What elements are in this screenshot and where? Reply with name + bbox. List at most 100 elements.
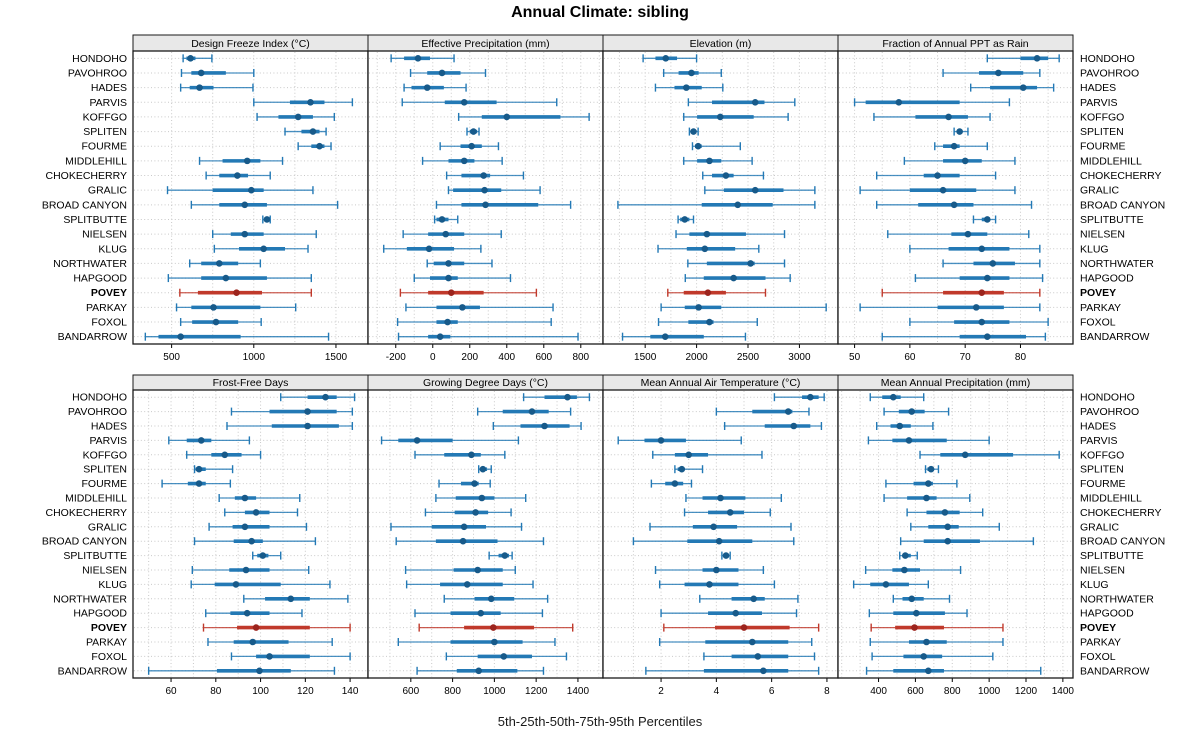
median-dot: [423, 84, 431, 91]
x-axis-tick-label: -200: [386, 352, 406, 363]
interval-row-fourme: [650, 479, 693, 488]
station-label-nielsen: NIELSEN: [82, 229, 127, 241]
x-axis-tick-label: 1000: [243, 352, 266, 363]
median-dot: [950, 142, 958, 150]
median-dot: [920, 653, 928, 660]
station-label-bandarrow: BANDARROW: [58, 331, 128, 343]
median-dot: [212, 318, 220, 326]
median-dot: [221, 451, 229, 459]
station-label-pavohroo: PAVOHROO: [68, 67, 127, 79]
interval-row-hapgood: [914, 274, 1044, 283]
median-dot: [983, 216, 991, 223]
station-label-hondoho: HONDOHO: [1080, 53, 1135, 65]
x-axis-tick-label: 400: [870, 686, 887, 697]
station-label-klug: KLUG: [98, 579, 127, 591]
station-label-gralic: GRALIC: [88, 185, 128, 197]
median-dot: [196, 84, 203, 91]
median-dot: [690, 128, 697, 135]
median-dot: [722, 172, 730, 179]
median-dot: [784, 408, 792, 415]
interval-row-pavohroo: [715, 407, 810, 416]
panel-design-freeze-index-c-: Design Freeze Index (°C) 500 1000 1500 HONDO…: [42, 34, 369, 363]
interval-row-chokecherry: [876, 171, 997, 180]
median-dot: [187, 55, 194, 62]
interval-row-parkay: [397, 638, 556, 646]
interval-row-chokecherry: [683, 508, 771, 517]
interval-row-parvis: [253, 98, 354, 107]
station-label-splitbutte: SPLITBUTTE: [63, 214, 127, 226]
station-label-chokecherry: CHOKECHERRY: [46, 170, 128, 182]
interval-row-hapgood: [660, 609, 798, 618]
median-dot: [468, 451, 475, 459]
median-dot: [470, 128, 477, 135]
interval-row-foxol: [657, 318, 758, 327]
median-dot: [685, 451, 693, 459]
station-label-foxol: FOXOL: [1080, 651, 1116, 663]
station-label-koffgo: KOFFGO: [83, 111, 127, 123]
interval-row-hapgood: [167, 274, 313, 283]
median-dot: [472, 509, 479, 516]
interval-row-broad-canyon: [193, 537, 317, 546]
median-dot: [895, 98, 903, 106]
interval-row-northwater: [188, 259, 262, 268]
station-label-bandarrow: BANDARROW: [1080, 665, 1150, 677]
panel-background: [838, 390, 1073, 678]
interval-row-hades: [876, 422, 934, 430]
median-dot: [722, 552, 730, 559]
interval-row-pavohroo: [883, 407, 950, 416]
interval-row-bandarrow: [147, 666, 336, 675]
median-dot: [490, 624, 497, 631]
median-dot: [944, 537, 951, 545]
median-dot: [905, 437, 913, 444]
median-dot: [413, 437, 421, 444]
station-label-hapgood: HAPGOOD: [1080, 608, 1134, 620]
interval-row-hades: [226, 422, 354, 430]
x-axis-tick-label: 100: [252, 686, 269, 697]
interval-row-chokecherry: [702, 171, 765, 180]
median-dot: [972, 304, 980, 311]
median-dot: [210, 304, 217, 311]
interval-row-parvis: [853, 98, 1011, 107]
station-label-middlehill: MIDDLEHILL: [1080, 493, 1142, 505]
station-label-fourme: FOURME: [82, 478, 128, 490]
median-dot: [706, 157, 713, 165]
x-axis-tick-label: 1200: [1015, 686, 1038, 697]
x-axis-tick-label: 2500: [737, 352, 760, 363]
station-label-hondoho: HONDOHO: [1080, 392, 1135, 404]
median-dot: [703, 230, 711, 238]
median-dot: [747, 260, 754, 267]
panel-background: [603, 51, 838, 344]
median-dot: [263, 216, 271, 223]
station-label-hades: HADES: [1080, 82, 1116, 94]
interval-row-koffgo: [457, 112, 590, 121]
median-dot: [459, 304, 466, 311]
panel-header-label: Design Freeze Index (°C): [191, 38, 310, 50]
interval-row-klug: [383, 244, 482, 253]
interval-row-nielsen: [402, 230, 502, 239]
interval-row-chokecherry: [445, 171, 525, 180]
median-dot: [491, 638, 498, 646]
median-dot: [790, 422, 798, 430]
station-label-broad-canyon: BROAD CANYON: [1080, 199, 1165, 211]
median-dot: [681, 216, 689, 223]
interval-row-chokecherry: [205, 171, 271, 180]
station-label-gralic: GRALIC: [1080, 521, 1120, 533]
median-dot: [322, 393, 329, 401]
interval-row-northwater: [426, 259, 493, 268]
station-label-gralic: GRALIC: [1080, 185, 1120, 197]
interval-row-parvis: [687, 98, 796, 107]
median-dot: [978, 245, 986, 253]
interval-row-bandarrow: [144, 332, 330, 341]
interval-row-splitbutte: [488, 551, 513, 560]
interval-row-broad-canyon: [435, 200, 572, 209]
interval-row-povey: [399, 288, 538, 297]
median-dot: [266, 653, 273, 660]
interval-row-foxol: [909, 318, 1049, 327]
median-dot: [249, 638, 257, 646]
median-dot: [252, 624, 260, 631]
median-dot: [475, 667, 483, 675]
panel-background: [368, 390, 603, 678]
median-dot: [442, 230, 450, 238]
median-dot: [474, 566, 481, 574]
median-dot: [241, 230, 249, 238]
